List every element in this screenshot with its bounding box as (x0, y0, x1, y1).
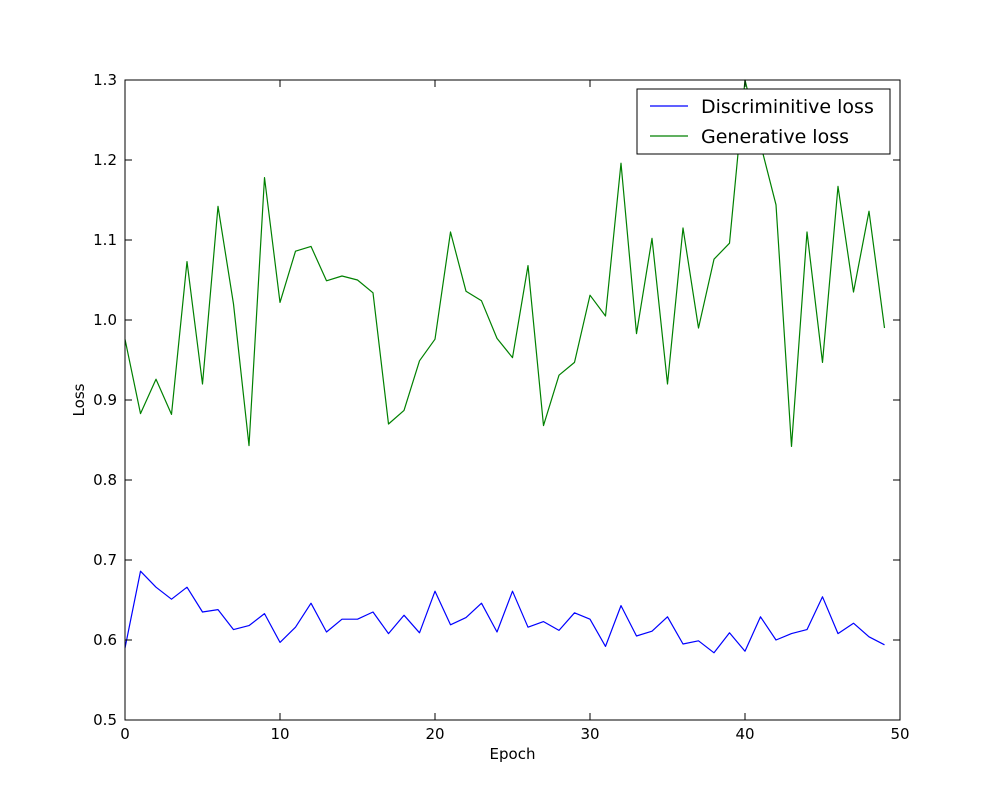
y-tick-label-8: 1.3 (93, 71, 117, 89)
x-tick-label-2: 20 (425, 725, 444, 743)
y-tick-label-6: 1.1 (93, 231, 117, 249)
x-tick-label-5: 50 (890, 725, 909, 743)
x-tick-label-1: 10 (270, 725, 289, 743)
x-tick-label-4: 40 (735, 725, 754, 743)
legend-frame (636, 88, 891, 155)
x-tick-label-0: 0 (120, 725, 130, 743)
y-tick-label-5: 1.0 (93, 311, 117, 329)
legend-label-discriminitive: Discriminitive loss (701, 96, 874, 118)
y-axis-label: Loss (70, 383, 88, 416)
axes-background (125, 80, 900, 720)
y-tick-label-7: 1.2 (93, 151, 117, 169)
y-tick-label-4: 0.9 (93, 391, 117, 409)
y-tick-label-2: 0.7 (93, 551, 117, 569)
y-axis-ticks: 0.5 0.6 0.7 0.8 0.9 1.0 1.1 1.2 1.3 (93, 71, 900, 729)
y-tick-label-0: 0.5 (93, 711, 117, 729)
x-axis-label: Epoch (490, 745, 536, 763)
plot-area (124, 79, 901, 721)
legend: Discriminitive loss Generative loss (636, 88, 891, 155)
x-axis-ticks: 0 10 20 30 40 50 (120, 80, 910, 743)
y-tick-label-3: 0.8 (93, 471, 117, 489)
legend-label-generative: Generative loss (701, 126, 849, 148)
x-tick-label-3: 30 (580, 725, 599, 743)
series-line-0 (124, 570, 885, 654)
y-tick-label-1: 0.6 (93, 631, 117, 649)
